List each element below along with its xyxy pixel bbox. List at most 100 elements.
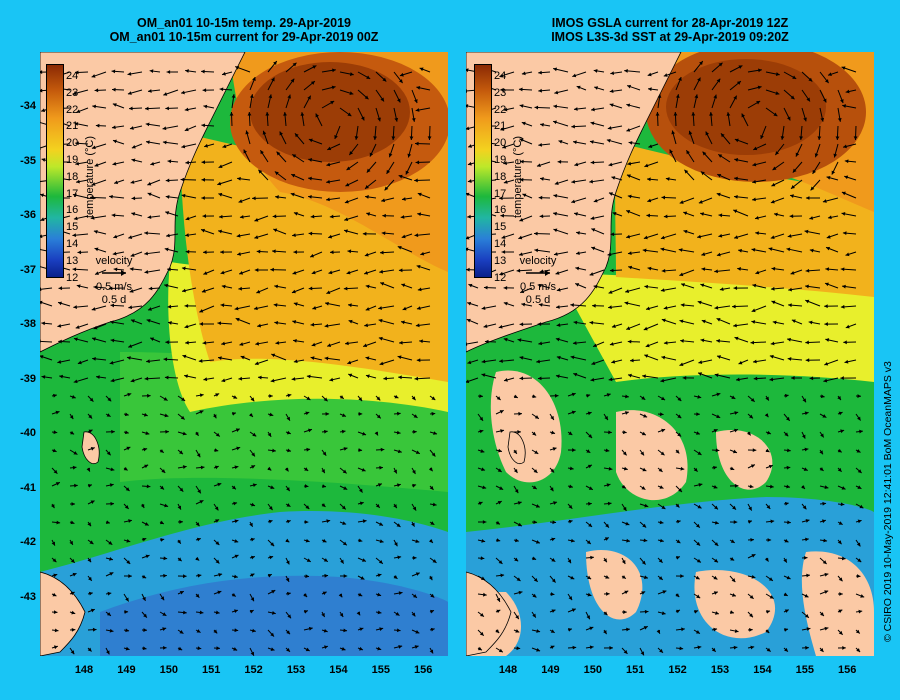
velocity-arrow [51, 448, 57, 453]
velocity-arrow [711, 94, 718, 109]
velocity-arrow [141, 593, 146, 602]
velocity-arrow [657, 538, 664, 543]
velocity-arrow [729, 575, 736, 583]
velocity-arrow [378, 318, 395, 325]
velocity-arrow [718, 213, 731, 218]
velocity-arrow [791, 376, 803, 380]
velocity-arrow [481, 373, 497, 379]
velocity-arrow [639, 538, 648, 543]
velocity-arrow [339, 574, 348, 578]
velocity-arrow [141, 554, 150, 559]
velocity-arrow [112, 87, 125, 92]
velocity-arrow [221, 377, 233, 383]
velocity-arrow [195, 485, 202, 494]
velocity-arrow [356, 611, 361, 616]
velocity-arrow [603, 430, 612, 435]
velocity-arrow [51, 592, 57, 597]
velocity-arrow [549, 575, 556, 583]
velocity-arrow [729, 629, 739, 633]
velocity-arrow [129, 287, 143, 293]
velocity-arrow [644, 284, 659, 289]
velocity-arrow [213, 393, 220, 397]
velocity-arrow [729, 593, 737, 597]
velocity-arrow [729, 428, 739, 433]
velocity-arrow [576, 231, 587, 235]
velocity-arrow [51, 557, 57, 563]
velocity-arrow [657, 449, 665, 456]
velocity-arrow [398, 375, 413, 380]
velocity-arrow [669, 149, 677, 163]
velocity-arrow [503, 179, 515, 184]
velocity-arrow [375, 413, 382, 419]
velocity-arrow [249, 465, 256, 469]
velocity-arrow [93, 323, 107, 330]
velocity-arrow [357, 538, 363, 543]
velocity-arrow [678, 248, 695, 253]
velocity-arrow [292, 338, 305, 343]
velocity-arrow [51, 410, 60, 415]
velocity-arrow [647, 266, 659, 271]
velocity-arrow [752, 283, 767, 289]
velocity-arrow [285, 94, 292, 109]
velocity-arrow [783, 89, 795, 100]
velocity-arrow [221, 341, 233, 346]
velocity-arrow [590, 121, 605, 127]
left-y-tick-label: -34 [20, 100, 36, 112]
velocity-arrow [700, 338, 713, 343]
velocity-arrow [293, 359, 305, 364]
velocity-arrow [629, 358, 641, 363]
velocity-arrow [711, 627, 718, 632]
velocity-arrow [608, 287, 623, 294]
velocity-arrow [165, 195, 179, 199]
velocity-arrow [738, 248, 749, 253]
velocity-arrow [247, 111, 252, 127]
velocity-arrow [339, 611, 344, 618]
velocity-arrow [213, 629, 218, 634]
velocity-arrow [51, 520, 61, 525]
velocity-arrow [693, 483, 703, 487]
velocity-arrow [141, 628, 147, 632]
velocity-arrow [765, 484, 774, 489]
velocity-arrow [711, 392, 721, 397]
velocity-arrow [603, 448, 610, 453]
velocity-arrow [127, 71, 143, 76]
velocity-arrow [40, 339, 53, 344]
velocity-arrow [429, 431, 438, 435]
velocity-arrow [92, 104, 107, 109]
velocity-arrow [733, 233, 749, 239]
velocity-arrow [265, 111, 270, 127]
velocity-arrow [553, 211, 569, 217]
velocity-arrow [381, 197, 395, 203]
velocity-arrow [520, 287, 533, 294]
velocity-arrow [292, 320, 305, 325]
velocity-arrow [357, 431, 367, 436]
velocity-arrow [180, 177, 197, 182]
velocity-arrow [840, 267, 857, 272]
velocity-arrow [285, 611, 292, 619]
velocity-arrow [417, 212, 431, 217]
velocity-arrow [693, 557, 702, 563]
right-x-tick-label: 153 [710, 664, 730, 676]
velocity-arrow [539, 214, 551, 219]
velocity-arrow [657, 485, 664, 489]
velocity-arrow [639, 609, 649, 614]
velocity-arrow [555, 269, 569, 275]
velocity-arrow [643, 323, 659, 331]
velocity-arrow [202, 88, 215, 93]
warm-eddy-core [666, 59, 826, 155]
velocity-arrow [788, 287, 803, 292]
velocity-arrow [711, 78, 721, 91]
velocity-arrow [675, 413, 682, 419]
velocity-arrow [603, 646, 613, 650]
velocity-arrow [585, 539, 592, 545]
velocity-arrow [393, 503, 398, 509]
velocity-arrow [747, 645, 755, 650]
right-x-tick-label: 148 [498, 664, 518, 676]
velocity-arrow [194, 431, 199, 437]
velocity-arrow [329, 377, 341, 382]
velocity-arrow [657, 647, 664, 654]
velocity-arrow [585, 464, 593, 469]
velocity-arrow [495, 557, 503, 565]
right-x-tick-label: 156 [838, 664, 857, 676]
velocity-arrow [321, 557, 329, 563]
